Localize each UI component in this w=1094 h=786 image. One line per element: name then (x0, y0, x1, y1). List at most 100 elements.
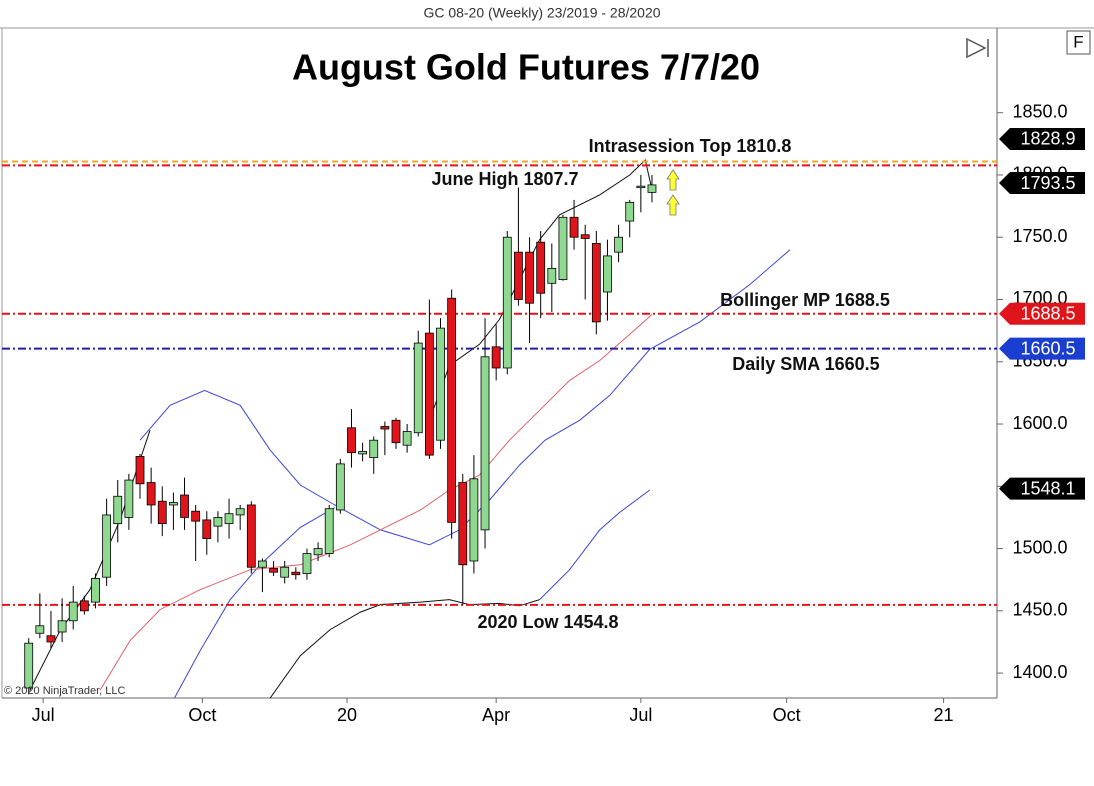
candle-body (113, 495, 123, 525)
candle-body (491, 346, 501, 369)
candle-body (46, 635, 56, 643)
candle-body (146, 482, 156, 506)
price-marker (999, 172, 1085, 195)
candle-body (458, 482, 468, 566)
y-tick-label: 1400.0 (1012, 662, 1067, 682)
candle-body (269, 568, 278, 573)
indicator-line (174, 507, 336, 698)
candle-body (469, 478, 479, 562)
candle-body (91, 578, 100, 603)
candle-body (68, 601, 78, 622)
candle-body (335, 463, 345, 511)
price-marker-label: 1688.5 (1020, 304, 1075, 324)
y-tick-label: 1600.0 (1012, 413, 1067, 433)
price-marker (999, 477, 1085, 500)
candle-body (35, 625, 45, 634)
x-tick-label: Oct (773, 705, 801, 725)
level-label: Daily SMA 1660.5 (732, 354, 879, 374)
candle-body (57, 620, 67, 633)
indicator-line (269, 599, 540, 698)
price-marker (999, 337, 1085, 360)
candle-body (369, 439, 379, 459)
candle-body (547, 267, 557, 284)
chart-header: GC 08-20 (Weekly) 23/2019 - 28/2020 (423, 5, 660, 21)
arrow (666, 194, 680, 216)
level-label: Intrasession Top 1810.8 (589, 136, 792, 156)
candle-body (302, 553, 312, 574)
chart-title: August Gold Futures 7/7/20 (292, 47, 760, 88)
candle-body (102, 514, 112, 578)
candle-body (258, 560, 267, 568)
price-marker-label: 1828.9 (1020, 129, 1075, 149)
candle-body (580, 234, 590, 239)
arrow (666, 169, 680, 191)
x-tick-label: Jul (629, 705, 652, 725)
x-tick-label: Jul (32, 705, 55, 725)
f-button[interactable] (1066, 30, 1091, 55)
candle-body (603, 255, 612, 293)
price-marker-label: 1548.1 (1020, 478, 1075, 498)
candle-body (480, 356, 490, 531)
y-tick-label: 1750.0 (1012, 226, 1067, 246)
price-marker (999, 127, 1085, 150)
candle-body (280, 566, 290, 578)
level-label: 2020 Low 1454.8 (477, 612, 618, 632)
plot: JulOct20AprJulOct211400.01450.01500.0155… (2, 101, 1085, 725)
candle-body (213, 517, 223, 527)
candle-body (313, 548, 323, 556)
f-button-label: F (1073, 32, 1083, 51)
candle-body (157, 500, 167, 525)
copyright: © 2020 NinjaTrader, LLC (4, 685, 125, 697)
candle-body (224, 513, 234, 525)
candle-body (168, 502, 178, 506)
candle-body (436, 327, 445, 441)
candle-body (380, 426, 390, 430)
candle-body (424, 332, 434, 456)
indicator-line (539, 489, 651, 600)
y-tick-label: 1850.0 (1012, 101, 1067, 121)
candle-body (191, 510, 201, 522)
candle-body (135, 456, 145, 485)
candle-body (591, 243, 601, 323)
candle-body (413, 342, 423, 434)
candle-body (391, 419, 401, 444)
price-marker-label: 1660.5 (1020, 338, 1075, 358)
candle-body (614, 236, 623, 253)
candle-body (24, 642, 34, 689)
yellow-arrows (666, 169, 680, 216)
candle-body (124, 479, 134, 518)
y-tick-label: 1450.0 (1012, 600, 1067, 620)
candle-body (447, 297, 457, 523)
candle-body (636, 185, 646, 189)
candle-body (647, 184, 657, 193)
candle-body (502, 236, 512, 369)
plot-area (2, 159, 997, 698)
y-tick-label: 1500.0 (1012, 537, 1067, 557)
level-label: June High 1807.7 (431, 169, 578, 189)
x-tick-label: Oct (188, 705, 216, 725)
candle-body (514, 251, 523, 300)
candle-body (402, 431, 412, 446)
candle-body (347, 427, 356, 454)
play-icon[interactable] (966, 37, 989, 59)
price-marker-label: 1793.5 (1020, 173, 1075, 193)
price-marker (999, 302, 1085, 325)
candle-body (246, 504, 256, 568)
indicator-line (99, 314, 653, 691)
x-tick-label: 21 (934, 705, 954, 725)
play-triangle (966, 37, 987, 59)
candle-body (358, 451, 368, 455)
candle-body (79, 600, 89, 612)
candle-body (569, 216, 579, 238)
candle-body (235, 508, 245, 516)
candle-body (202, 519, 212, 539)
candle-body (558, 216, 568, 280)
candle-body (324, 508, 334, 554)
level-label: Bollinger MP 1688.5 (720, 290, 890, 310)
candle-body (625, 201, 635, 222)
x-tick-label: Apr (482, 705, 510, 725)
candle-body (291, 571, 301, 576)
candle-body (536, 241, 546, 294)
